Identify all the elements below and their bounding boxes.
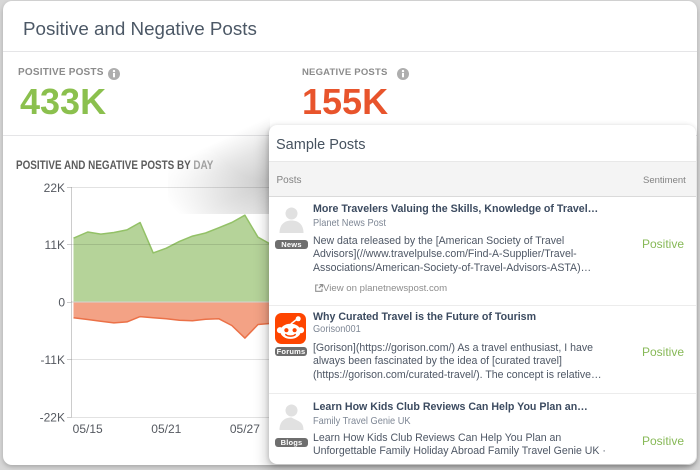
svg-text:22K: 22K: [44, 181, 65, 195]
svg-text:-11K: -11K: [41, 353, 65, 367]
svg-text:11K: 11K: [45, 238, 65, 252]
svg-text:05/21: 05/21: [151, 422, 181, 436]
svg-text:0: 0: [58, 296, 65, 310]
svg-text:-22K: -22K: [40, 411, 65, 425]
svg-text:05/27: 05/27: [230, 422, 260, 436]
svg-text:05/15: 05/15: [73, 422, 103, 436]
